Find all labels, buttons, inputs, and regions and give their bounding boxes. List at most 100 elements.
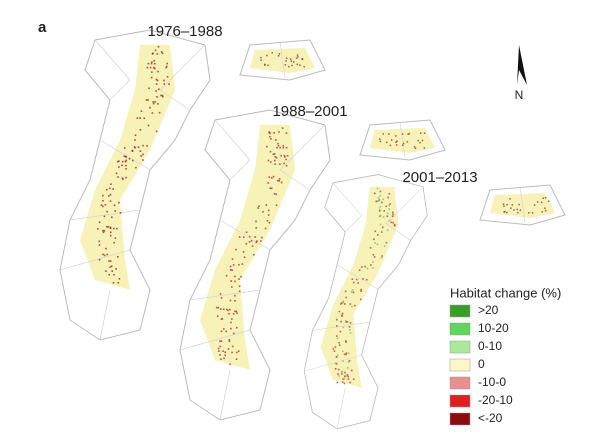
speckle [216,315,219,318]
speckle [236,351,238,354]
speckle [421,139,424,142]
speckle [219,308,222,310]
speckle [225,274,228,277]
speckle [139,129,142,131]
speckle [234,310,236,313]
speckle [118,277,121,280]
speckle [351,289,354,291]
speckle [259,240,262,242]
speckle [154,101,156,103]
speckle [374,230,377,233]
panel-2001-2013 [303,174,428,430]
speckle [396,140,398,142]
speckle [377,234,379,236]
speckle [154,49,157,52]
speckle [380,256,383,259]
speckle [284,156,286,158]
speckle [393,224,396,227]
speckle [413,145,416,148]
speckle [341,350,344,353]
speckle [235,310,238,313]
speckle [360,290,362,292]
speckle [163,79,165,82]
speckle [354,304,356,307]
speckle [284,64,287,66]
speckle [347,378,350,380]
speckle [226,308,228,311]
speckle [137,146,140,148]
speckle [504,210,506,213]
speckle [118,166,120,168]
speckle [345,375,347,377]
speckle [219,293,222,295]
speckle [280,154,283,157]
legend-label: 0 [478,357,485,371]
speckle [533,204,536,206]
speckle [117,255,119,258]
speckle [358,269,361,272]
speckle [125,168,127,170]
speckle [269,187,272,189]
speckle [271,52,273,54]
speckle [357,282,359,284]
speckle [343,303,346,305]
legend-title: Habitat change (%) [450,285,561,300]
speckle [228,312,230,315]
speckle [156,103,159,105]
speckle [220,340,223,342]
speckle [283,154,286,157]
speckle [503,205,505,207]
legend-swatch [449,340,471,354]
speckle [301,57,304,60]
speckle [119,212,122,214]
speckle [114,237,117,239]
speckle [106,253,109,256]
speckle [379,190,382,193]
speckle [336,335,338,337]
speckle [104,204,107,206]
speckle [388,219,391,222]
speckle [227,309,229,312]
speckle [131,159,134,162]
speckle [423,132,426,134]
speckle [111,270,114,272]
speckle [278,178,281,180]
speckle [166,62,168,65]
speckle [290,58,292,60]
speckle [230,280,233,282]
speckle [147,62,150,65]
speckle [506,203,508,206]
speckle [231,345,234,348]
speckle [258,205,260,208]
speckle [231,258,234,260]
speckle [128,157,131,160]
speckle [109,231,112,234]
speckle [110,216,113,219]
speckle [255,220,257,223]
speckle [392,221,394,224]
speckle [337,373,339,375]
speckle [234,275,236,278]
speckle [347,352,350,355]
speckle [382,198,384,201]
speckle [105,247,107,250]
speckle [260,56,262,59]
speckle [419,141,421,144]
speckle [274,163,276,165]
speckle [352,291,355,294]
speckle [345,352,348,355]
speckle [109,200,112,202]
speckle [146,145,148,147]
legend: Habitat change (%) >20 10-20 0-10 0 -10-0 -20… [449,285,561,426]
speckle [231,269,233,271]
speckle [134,139,136,141]
speckle [122,178,124,181]
legend-swatch [449,322,471,336]
period-label: 1976–1988 [147,23,222,40]
speckle [245,242,248,245]
speckle [342,360,344,362]
speckle [153,59,156,62]
speckle [267,159,270,162]
speckle [360,288,362,291]
